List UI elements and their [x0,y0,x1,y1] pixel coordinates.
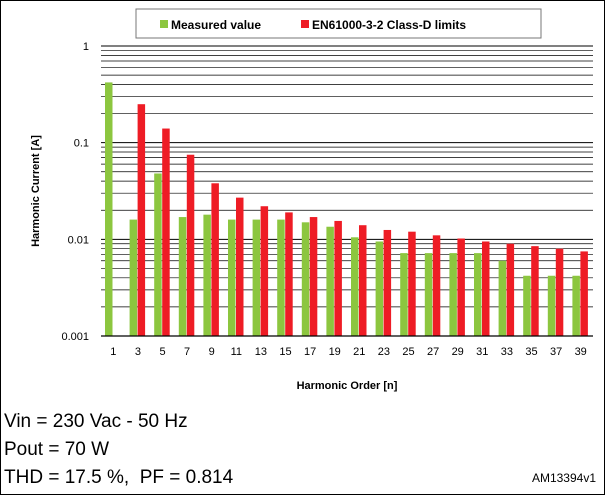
bar-measured [474,253,482,336]
bar-measured [547,275,556,336]
x-tick-label: 29 [452,346,464,358]
bar-limit [580,251,588,336]
bar-measured [523,275,531,336]
bar-measured [129,219,138,336]
bar-measured [375,241,384,336]
x-tick-label: 11 [231,346,242,358]
bar-limit [506,243,515,336]
figure-id: AM13394v1 [531,471,596,485]
bar-limit [162,128,170,336]
legend-label-limits: EN61000-3-2 Class-D limits [312,18,466,32]
bar-measured [572,275,580,336]
bar-limit [432,235,441,336]
bar-limit [236,197,244,336]
note-thd-pf: THD = 17.5 %, PF = 0.814 [4,467,234,488]
x-tick-label: 15 [279,346,291,358]
bar-limit [260,206,269,336]
bar-limit [309,217,318,336]
x-tick-label: 7 [184,346,190,358]
y-axis-title: Harmonic Current [A] [30,135,42,247]
x-tick-label: 25 [402,346,414,358]
y-tick-label: 1 [83,41,89,53]
x-axis-title: Harmonic Order [n] [297,380,398,392]
bar-limit [383,229,392,336]
x-tick-label: 37 [550,346,562,358]
note-pout: Pout = 70 W [4,439,110,460]
y-tick-labels: 0.001 0.01 0.1 1 [61,41,89,343]
legend-swatch-limits [301,20,309,28]
bar-measured [449,253,457,336]
bar-limit [531,246,539,336]
y-tick-label: 0.01 [68,234,89,246]
legend-box [135,8,542,39]
legend-swatch-measured [160,20,168,28]
x-tick-label: 19 [329,346,341,358]
bar-measured [498,260,507,336]
x-tick-label: 31 [476,346,488,358]
bar-measured [203,214,211,336]
bar-measured [154,173,162,336]
x-tick-label: 35 [525,346,537,358]
bar-limit [211,183,219,336]
x-tick-label: 3 [135,346,141,358]
bar-measured [228,219,236,336]
bar-limit [137,104,146,337]
bar-limit [285,212,293,336]
x-tick-label: 33 [501,346,513,358]
x-tick-labels: 1 3 5 7 9 11 13 15 17 19 21 23 25 27 29 31 33 35 37 39 [110,346,587,358]
y-tick-label: 0.001 [61,331,89,343]
x-tick-label: 5 [159,346,165,358]
x-tick-label: 17 [304,346,316,358]
x-tick-label: 39 [575,346,587,358]
bar-measured [424,253,433,336]
bar-limit [555,248,564,336]
y-tick-label: 0.1 [74,138,89,150]
bar-limit [186,154,195,336]
x-tick-label: 23 [378,346,390,358]
bar-measured [400,253,408,336]
x-tick-label: 9 [209,346,215,358]
bar-measured [351,237,359,336]
bar-limit [482,241,490,336]
legend: Measured value EN61000-3-2 Class-D limit… [135,8,542,39]
x-tick-label: 27 [427,346,439,358]
bar-measured [277,219,285,336]
bar-limit [408,231,416,336]
bar-measured [326,226,334,336]
bar-measured [178,217,187,336]
bar-measured [301,222,310,336]
note-vin: Vin = 230 Vac - 50 Hz [4,411,188,432]
bar-measured [105,82,113,336]
x-tick-label: 1 [110,346,116,358]
bar-limit [457,238,465,336]
legend-label-measured: Measured value [171,18,261,32]
x-tick-label: 21 [353,346,365,358]
bar-limit [359,225,367,336]
bar-limit [334,220,342,336]
bar-measured [252,219,261,336]
x-tick-label: 13 [255,346,267,358]
bars [105,82,588,337]
grid-lines [101,45,593,337]
